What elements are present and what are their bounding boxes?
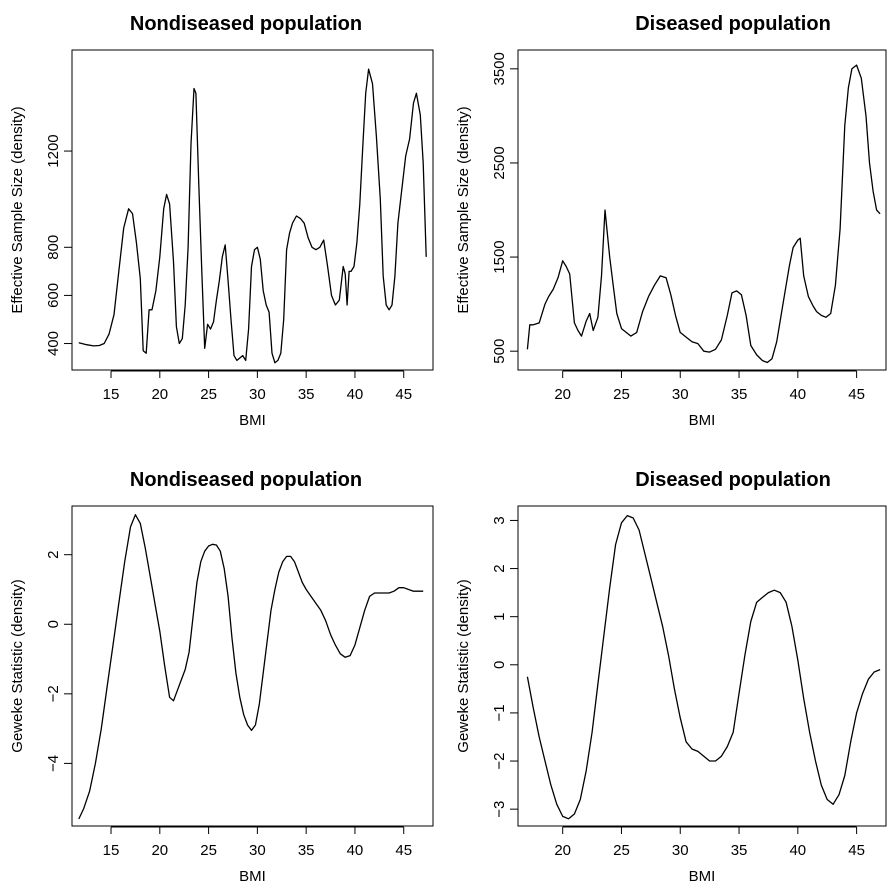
x-tick-label: 30 (249, 842, 266, 859)
x-tick-label: 40 (789, 386, 806, 403)
y-tick-label: −3 (491, 801, 508, 818)
x-tick-label: 35 (298, 386, 315, 403)
plot-frame (517, 505, 887, 827)
x-tick-label: 15 (103, 842, 120, 859)
y-axis-label: Effective Sample Size (density) (9, 106, 26, 313)
x-tick-label: 45 (395, 386, 412, 403)
x-axis-label: BMI (689, 868, 716, 882)
x-tick-label: 40 (347, 386, 364, 403)
x-tick-label: 45 (848, 842, 865, 859)
plot-frame (517, 49, 887, 371)
chart-title: Diseased population (635, 13, 831, 35)
chart-title: Diseased population (635, 469, 831, 491)
x-tick-label: 25 (613, 842, 630, 859)
y-tick-label: 400 (45, 331, 62, 356)
x-tick-label: 20 (554, 386, 571, 403)
x-axis-label: BMI (239, 868, 266, 882)
x-tick-label: 30 (672, 842, 689, 859)
x-tick-label: 15 (103, 386, 120, 403)
y-tick-label: 800 (45, 235, 62, 260)
y-tick-label: 0 (491, 661, 508, 669)
geweke-diseased-panel: Diseased population 20 25 30 35 40 45 −3 −2 −1 0 1 2… (455, 469, 887, 885)
y-axis-label: Geweke Statistic (density) (455, 579, 472, 752)
y-axis-label: Geweke Statistic (density) (9, 579, 26, 752)
chart-title: Nondiseased population (130, 13, 362, 35)
x-tick-label: 25 (200, 386, 217, 403)
x-tick-label: 25 (613, 386, 630, 403)
y-tick-label: 2 (45, 551, 62, 559)
x-tick-label: 45 (848, 386, 865, 403)
x-tick-label: 20 (554, 842, 571, 859)
x-tick-label: 40 (347, 842, 364, 859)
y-tick-label: 0 (45, 620, 62, 628)
series-line (526, 64, 881, 364)
x-tick-label: 45 (395, 842, 412, 859)
ess-diseased-panel: Diseased population 20 25 30 35 40 45 500 1500 25… (455, 13, 887, 429)
ess-nondiseased-panel: Nondiseased population 15 20 25 30 35 40 45 400 6… (9, 13, 434, 429)
x-tick-label: 40 (789, 842, 806, 859)
x-tick-label: 30 (672, 386, 689, 403)
plot-frame (71, 49, 434, 371)
y-tick-label: 2 (491, 564, 508, 572)
y-tick-label: 1500 (491, 240, 508, 273)
x-tick-label: 30 (249, 386, 266, 403)
y-tick-label: 500 (491, 339, 508, 364)
series-line (78, 514, 424, 820)
x-tick-label: 20 (151, 386, 168, 403)
x-tick-label: 35 (298, 842, 315, 859)
chart-title: Nondiseased population (130, 469, 362, 491)
y-axis-label: Effective Sample Size (density) (455, 106, 472, 313)
y-tick-label: 2500 (491, 146, 508, 179)
x-tick-label: 25 (200, 842, 217, 859)
series-line (78, 68, 427, 364)
x-tick-label: 35 (731, 386, 748, 403)
x-tick-label: 20 (151, 842, 168, 859)
series-line (526, 514, 881, 820)
y-tick-label: 3 (491, 516, 508, 524)
y-tick-label: 1200 (45, 134, 62, 167)
y-tick-label: 1 (491, 613, 508, 621)
y-tick-label: 3500 (491, 52, 508, 85)
y-tick-label: 600 (45, 283, 62, 308)
x-axis-label: BMI (689, 412, 716, 429)
x-tick-label: 35 (731, 842, 748, 859)
y-tick-label: −1 (491, 704, 508, 721)
y-tick-label: −4 (45, 755, 62, 772)
x-axis-label: BMI (239, 412, 266, 429)
y-tick-label: −2 (45, 685, 62, 702)
y-tick-label: −2 (491, 752, 508, 769)
